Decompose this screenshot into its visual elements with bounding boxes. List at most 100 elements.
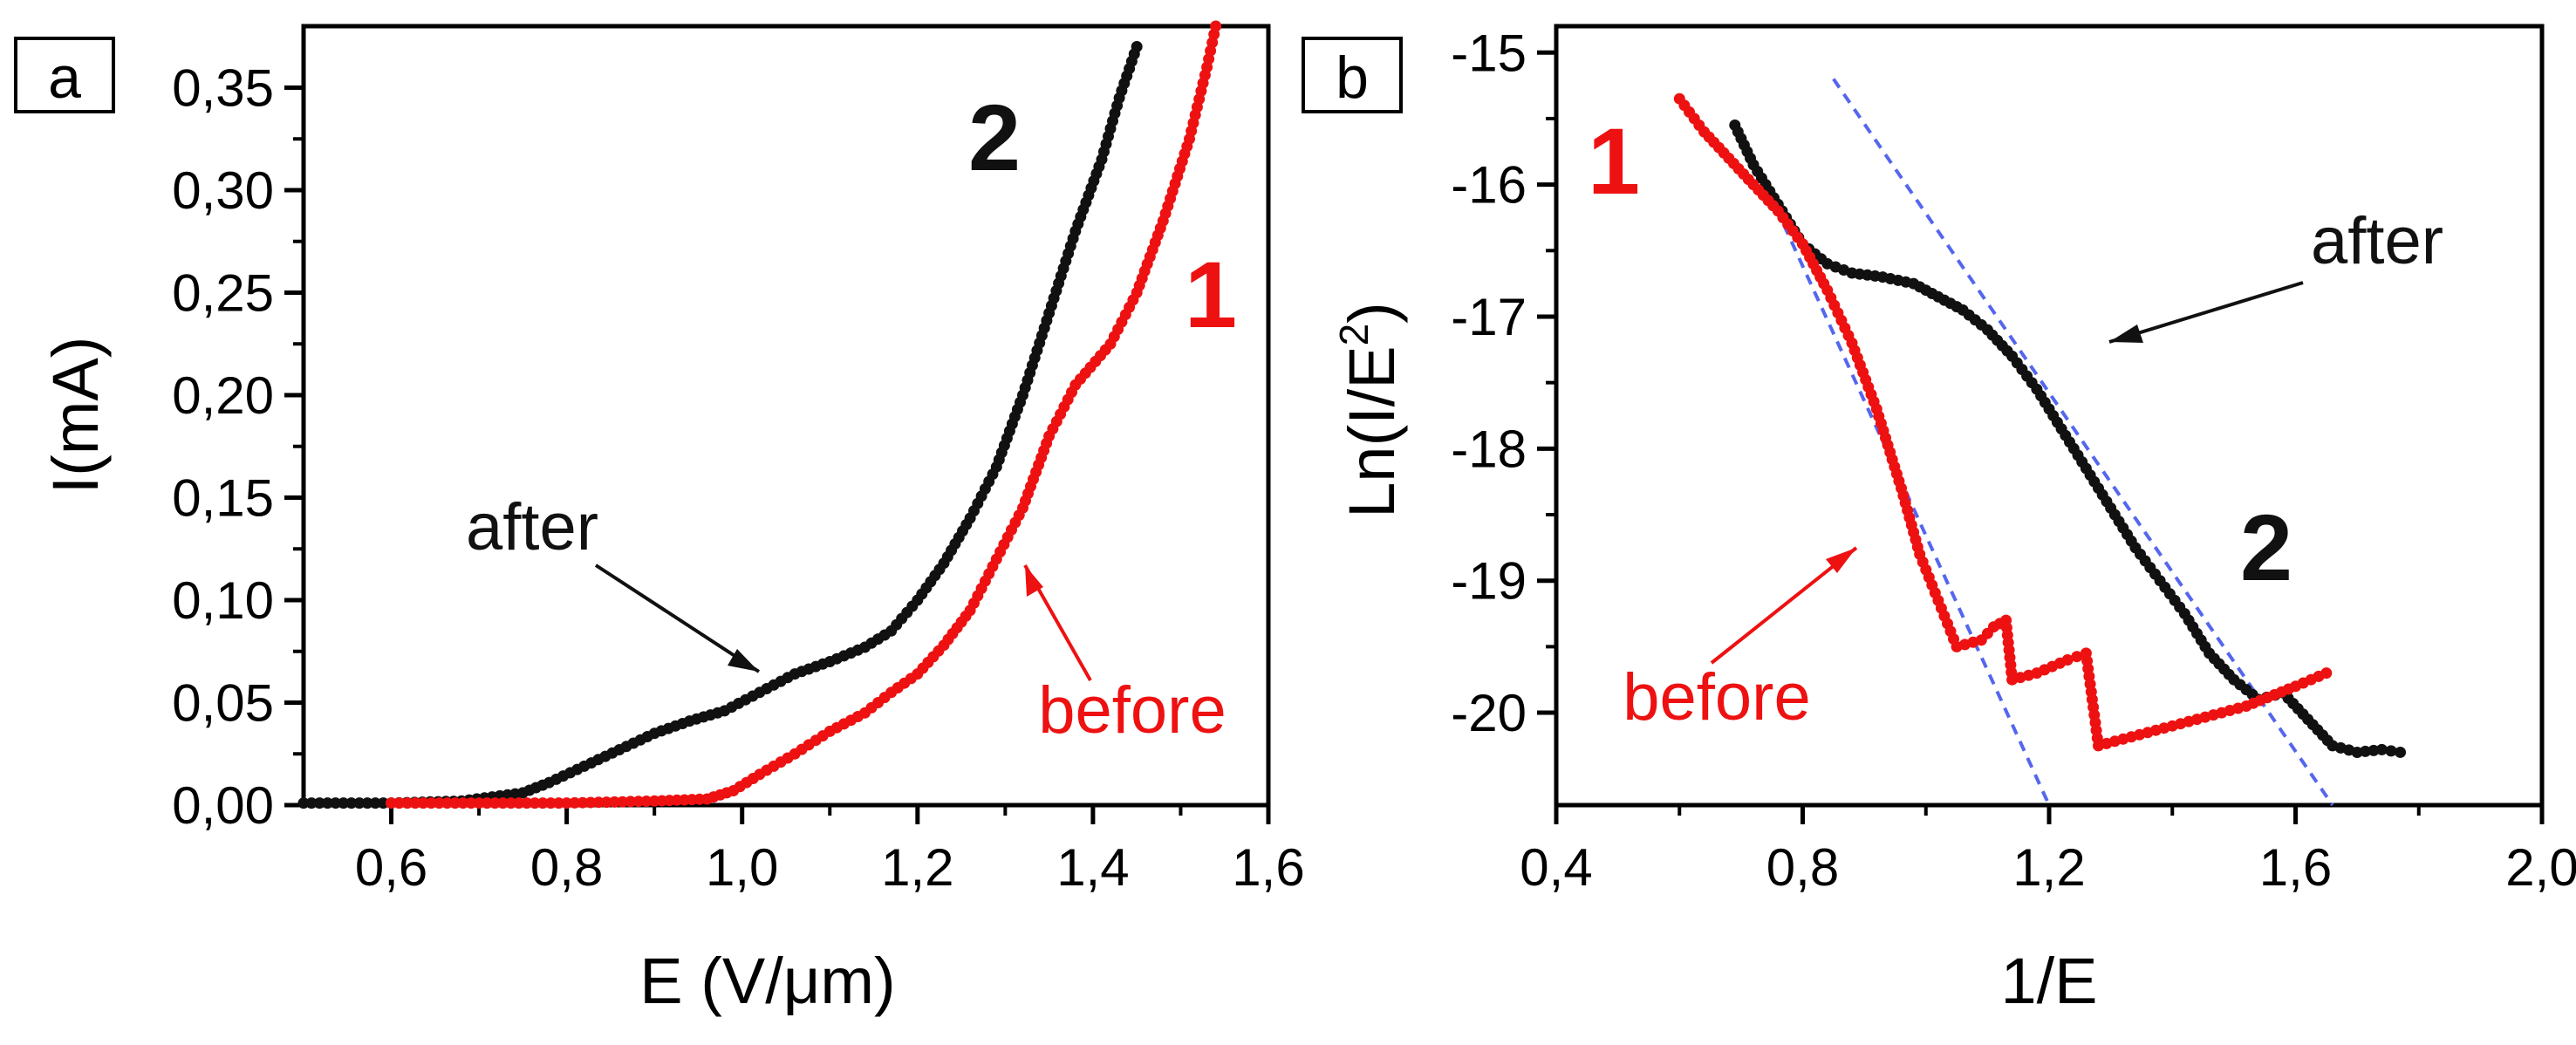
panel-a-point-before: [632, 796, 645, 808]
panel-a-ytick-label: 0,35: [172, 59, 274, 118]
panel-a-point-after: [353, 797, 366, 809]
panel-a-ytick-label: 0,00: [172, 776, 274, 835]
panel-a-xlabel: E (V/μm): [639, 945, 895, 1017]
panel-b-series: [1673, 78, 2407, 807]
panel-b-point-before: [2061, 654, 2074, 666]
panel-b-point-after: [2375, 743, 2388, 755]
panel-a-point-before: [569, 796, 581, 809]
panel-a-point-after: [345, 797, 358, 809]
panel-b-label-box: [1302, 37, 1403, 113]
panel-b-xtick-label: 0,8: [1766, 838, 1839, 897]
panel-b-point-before: [2071, 651, 2083, 663]
panel-a-xtick-label: 1,0: [706, 838, 778, 897]
panel-b-point-after: [2351, 747, 2363, 758]
panel-a-before-arrowhead: [1025, 565, 1043, 597]
panel-a-point-before: [425, 797, 437, 809]
panel-a-ytick-label: 0,15: [172, 469, 274, 528]
panel-a-point-before: [1210, 20, 1222, 32]
panel-a-ytick-label: 0,25: [172, 264, 274, 323]
panel-b-series-before: [1673, 92, 2333, 752]
panel-a-frame: [301, 24, 1271, 808]
panel-a-point-after: [377, 797, 389, 809]
panel-a-point-before: [600, 796, 612, 809]
panel-b-xtick-label: 2,0: [2505, 838, 2576, 897]
panel-a-point-before: [584, 796, 597, 809]
panel-b-plot: 0,4 0,8 1,2 1,6 2,0 -20 -19 -18 -17 -16 -15 b Ln(I…: [1302, 24, 2576, 1017]
panel-b-number-2: 2: [2240, 495, 2292, 600]
panel-b-xtick-label: 1,6: [2259, 838, 2332, 897]
panel-a-point-before: [505, 797, 517, 809]
panel-a-point-before: [521, 797, 533, 809]
panel-b-point-after: [2385, 745, 2397, 757]
panel-a-point-after: [305, 797, 318, 809]
panel-b-xtick-label: 0,4: [1520, 838, 1592, 897]
panel-a-ytick-label: 0,30: [172, 161, 274, 220]
panel-b-xlabel: 1/E: [2000, 945, 2097, 1017]
panel-a-xtick-label: 1,2: [881, 838, 953, 897]
panel-b-ytick-label: -20: [1451, 684, 1527, 742]
panel-a-point-before: [513, 797, 525, 809]
panel-a-number-1: 1: [1185, 242, 1237, 347]
panel-a-after-label: after: [466, 490, 598, 564]
panel-b-label: b: [1336, 44, 1369, 111]
panel-a-xtick-label: 0,6: [355, 838, 427, 897]
panel-a-point-before: [577, 796, 589, 809]
panel-a-point-before: [544, 797, 557, 809]
panel-a-point-before: [386, 797, 397, 809]
panel-a-point-before: [473, 797, 485, 809]
panel-b-point-before: [2320, 667, 2333, 680]
panel-a-point-after: [330, 797, 342, 809]
panel-a-plot: 0,6 0,8 1,0 1,2 1,4 1,6 0,00 0,05 0,10 0,15 0,20 0,…: [14, 20, 1305, 1017]
panel-b-ytick-label: -15: [1451, 24, 1527, 82]
panel-a-label: a: [48, 44, 81, 111]
panel-a-point-before: [497, 797, 509, 809]
panel-a-point-before: [592, 796, 605, 809]
panel-a-xtick-label: 1,4: [1056, 838, 1129, 897]
panel-a-point-after: [338, 797, 350, 809]
panel-a-point-before: [561, 797, 573, 809]
panel-b-ytick-label: -16: [1451, 156, 1527, 215]
panel-a-xtick-label: 0,8: [530, 838, 603, 897]
panel-a-ylabel: I(mA): [39, 337, 112, 495]
panel-b-after-label: after: [2311, 204, 2443, 278]
panel-a-series: [297, 20, 1222, 809]
panel-a-point-before: [393, 797, 406, 809]
panel-a-point-after: [297, 797, 310, 809]
panel-a-point-before: [609, 796, 620, 808]
panel-b-ytick-label: -17: [1451, 288, 1527, 346]
panel-a-point-before: [617, 796, 629, 808]
panel-a-after-arrow: [594, 563, 761, 673]
panel-a-point-before: [529, 797, 541, 809]
panel-a-point-before: [625, 796, 637, 808]
panel-a-before-label: before: [1038, 673, 1227, 748]
panel-b-after-arrow: [2108, 281, 2304, 344]
panel-a-point-before: [401, 797, 413, 809]
panel-a-point-before: [536, 797, 549, 809]
panel-b-point-after: [2395, 746, 2407, 758]
panel-a-number-2: 2: [968, 85, 1021, 190]
panel-a-point-before: [553, 797, 564, 809]
panel-a-xtick-label: 1,6: [1232, 838, 1304, 897]
panel-a-point-before: [457, 797, 469, 809]
panel-a-point-before: [409, 797, 421, 809]
panel-a-label-box: [14, 37, 115, 113]
panel-a-after-arrowhead: [728, 649, 759, 672]
panel-a-point-after: [1131, 41, 1143, 52]
panel-a-ytick-label: 0,20: [172, 366, 274, 425]
panel-a-series-before: [386, 20, 1222, 809]
panel-b-xtick-label: 1,2: [2012, 838, 2085, 897]
panel-b-ylabel: Ln(I/E2): [1331, 302, 1408, 518]
panel-a-point-after: [313, 797, 325, 809]
panel-a-point-before: [433, 797, 445, 809]
panel-a-point-before: [449, 797, 461, 809]
panel-b-fit-after-line: [1832, 78, 2334, 807]
panel-a-point-after: [321, 797, 333, 809]
panel-b-ytick-label: -18: [1451, 420, 1527, 478]
panel-b-number-1: 1: [1588, 108, 1640, 214]
panel-b-before-label: before: [1623, 660, 1811, 734]
panel-a-point-after: [369, 797, 381, 809]
panel-a-point-before: [489, 797, 501, 809]
panel-a-ytick-label: 0,05: [172, 674, 274, 733]
panel-a-series-after: [297, 41, 1143, 809]
